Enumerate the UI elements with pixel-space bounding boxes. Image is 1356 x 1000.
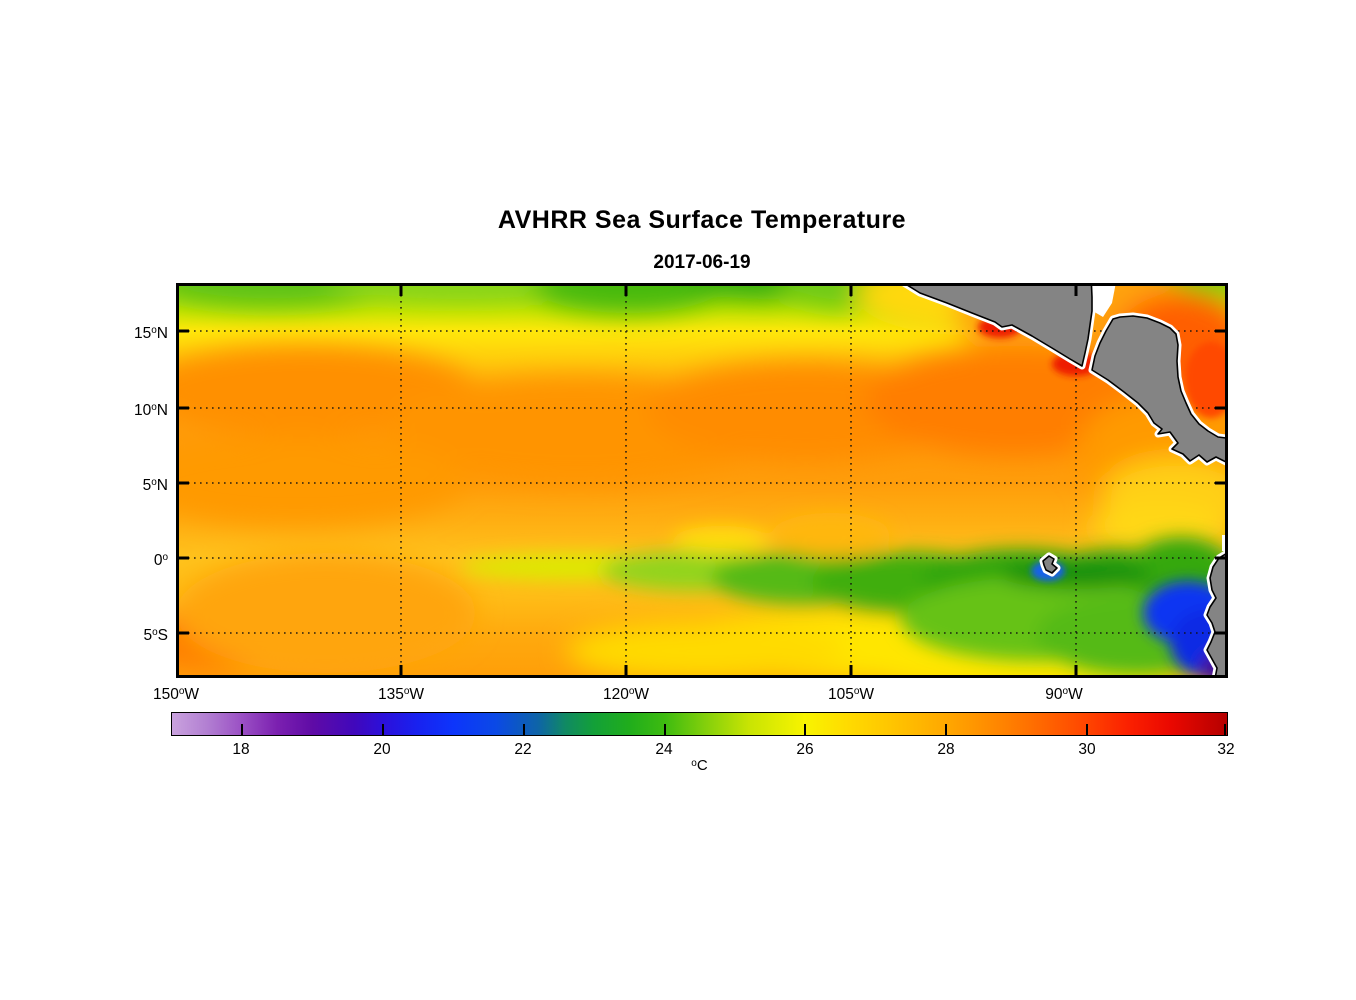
colorbar-tick xyxy=(381,724,384,735)
x-tick-120w: 120oW xyxy=(602,686,650,703)
y-tick-5n: 5oN xyxy=(142,477,168,494)
colorbar-label-32: 32 xyxy=(1217,741,1235,758)
y-tick-10n: 10oN xyxy=(133,402,168,419)
sst-field-svg xyxy=(176,283,1228,678)
colorbar-tick xyxy=(241,724,244,735)
chart-subtitle-date: 2017-06-19 xyxy=(653,252,751,273)
x-tick-90w: 90oW xyxy=(1045,686,1083,703)
colorbar-unit-label: oC xyxy=(691,757,708,774)
colorbar-label-28: 28 xyxy=(937,741,955,758)
colorbar-tick xyxy=(522,724,525,735)
colorbar-label-26: 26 xyxy=(796,741,814,758)
land-masses xyxy=(902,283,1228,678)
x-tick-150w: 150oW xyxy=(152,686,200,703)
colorbar-tick xyxy=(1085,724,1088,735)
colorbar-label-22: 22 xyxy=(514,741,532,758)
colorbar-tick xyxy=(803,724,806,735)
land-galapagos xyxy=(1042,555,1058,574)
colorbar-label-18: 18 xyxy=(232,741,250,758)
chart-title: AVHRR Sea Surface Temperature xyxy=(497,206,907,234)
colorbar-label-24: 24 xyxy=(655,741,673,758)
land-mexico-guatemala xyxy=(902,283,1093,367)
colorbar-tick xyxy=(1224,724,1226,735)
axis-border xyxy=(176,283,1228,678)
land-south-america xyxy=(1206,551,1228,678)
colorbar-label-20: 20 xyxy=(373,741,391,758)
map-plot xyxy=(176,283,1228,678)
axis-ticks xyxy=(178,285,1226,676)
colorbar-tick xyxy=(663,724,666,735)
land-honduras-panama xyxy=(1091,315,1228,464)
y-tick-15n: 15oN xyxy=(133,325,168,342)
colorbar-tick xyxy=(944,724,947,735)
y-tick-0: 0o xyxy=(153,552,168,569)
colorbar-gradient xyxy=(171,712,1228,736)
colorbar-label-30: 30 xyxy=(1078,741,1096,758)
y-tick-5s: 5oS xyxy=(143,627,168,644)
x-tick-105w: 105oW xyxy=(827,686,875,703)
x-tick-135w: 135oW xyxy=(377,686,425,703)
